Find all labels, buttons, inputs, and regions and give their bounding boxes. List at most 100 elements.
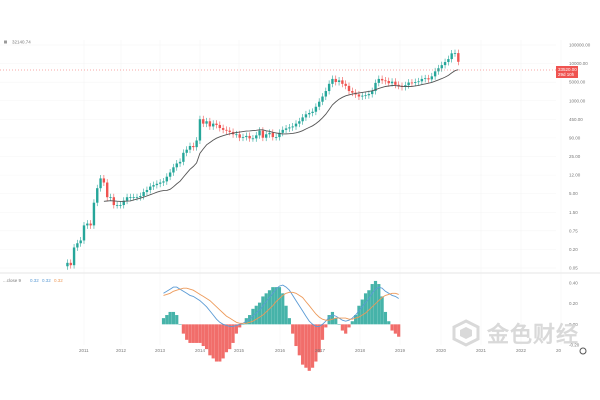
candle xyxy=(205,121,208,124)
histogram-bar xyxy=(218,324,222,362)
histogram-bar xyxy=(363,293,368,325)
candle xyxy=(414,82,417,83)
price-tag: 33520.00 29d 10h xyxy=(556,66,578,78)
histogram-bar xyxy=(377,284,381,325)
candle xyxy=(135,197,139,199)
histogram-bar xyxy=(201,324,205,347)
candle xyxy=(367,94,371,96)
candle xyxy=(245,135,248,138)
histogram-bar xyxy=(387,321,391,325)
candle xyxy=(271,132,275,138)
candle xyxy=(417,81,420,83)
candle xyxy=(327,83,331,92)
histogram-bar xyxy=(320,324,325,340)
histogram-bar xyxy=(178,324,182,325)
candle xyxy=(192,146,195,148)
candle xyxy=(225,129,228,131)
candle xyxy=(380,78,384,81)
candle xyxy=(384,80,387,82)
candle xyxy=(331,78,334,84)
candle xyxy=(72,247,76,266)
histogram-bar xyxy=(334,318,338,325)
candle xyxy=(208,121,212,127)
candle xyxy=(198,119,202,141)
histogram-bar xyxy=(337,324,341,325)
candle xyxy=(66,262,69,267)
histogram-bar xyxy=(357,305,361,325)
candle xyxy=(450,53,453,60)
candle xyxy=(149,186,152,190)
histogram-bar xyxy=(208,324,212,356)
time-axis-label: 2014 xyxy=(195,348,206,353)
candle xyxy=(294,123,298,127)
settings-icon[interactable] xyxy=(579,347,587,355)
candle xyxy=(281,129,284,133)
candle xyxy=(351,91,354,93)
signal-line xyxy=(163,287,399,324)
histogram-bar xyxy=(254,305,258,325)
indicator-legend: ...close 9 0.32 0.32 0.32 xyxy=(3,278,63,283)
histogram-bar xyxy=(261,296,265,325)
indicator-value-3: 0.32 xyxy=(54,278,63,283)
candle xyxy=(105,182,109,198)
candle xyxy=(215,123,218,125)
histogram-bar xyxy=(327,315,331,325)
indicator-value-1: 0.32 xyxy=(30,278,39,283)
candle xyxy=(182,152,185,162)
candle xyxy=(274,137,278,138)
histogram-bar xyxy=(304,324,308,368)
histogram-bar xyxy=(188,324,192,343)
indicator-axis-label: 0.00 xyxy=(569,322,578,327)
candle xyxy=(152,185,155,187)
price-axis: 100000.00 10000.00 5000.00 1000.00 450.00 90.… xyxy=(569,43,591,271)
watermark-logo-icon xyxy=(451,318,481,348)
candle xyxy=(308,112,311,115)
time-axis-label: 2016 xyxy=(275,348,286,353)
candle xyxy=(311,111,314,113)
candle xyxy=(453,53,457,54)
time-axis: 2011 2012 2013 2014 2015 2016 2017 2018 2019 2020… xyxy=(79,348,562,353)
candle xyxy=(324,91,328,97)
histogram-bar xyxy=(294,324,298,347)
candle xyxy=(185,149,188,153)
histogram-bar xyxy=(277,287,282,325)
histogram-bar xyxy=(181,324,185,334)
price-axis-label: 10000.00 xyxy=(569,61,588,66)
candle xyxy=(404,85,407,88)
candle xyxy=(457,53,460,62)
candle xyxy=(139,196,142,198)
candle xyxy=(92,202,96,226)
histogram-bar xyxy=(360,299,364,325)
candle xyxy=(423,78,427,80)
candle xyxy=(361,95,364,97)
candle xyxy=(218,124,222,129)
candle xyxy=(221,128,225,130)
candle xyxy=(155,183,159,186)
candle xyxy=(314,106,318,112)
candle xyxy=(430,76,434,80)
candle xyxy=(195,140,198,148)
histogram-bar xyxy=(307,324,311,371)
candle xyxy=(304,114,308,118)
candle xyxy=(394,81,397,85)
histogram-bar xyxy=(354,315,358,325)
time-axis-label: 2011 xyxy=(79,348,89,353)
histogram-bar xyxy=(347,324,351,328)
watermark-text: 金色财经 xyxy=(487,322,580,347)
histogram-bar xyxy=(284,305,288,325)
candle xyxy=(440,65,443,69)
histogram-bar xyxy=(257,302,262,325)
indicator-panel xyxy=(161,280,401,371)
histogram-bar xyxy=(317,324,321,353)
time-axis-label: 2018 xyxy=(355,348,366,353)
candle xyxy=(142,192,145,197)
candle xyxy=(264,134,268,138)
candle xyxy=(129,197,132,199)
candle xyxy=(390,81,394,84)
indicator-legend-label: ...close 9 xyxy=(3,278,22,283)
histogram-bar xyxy=(195,324,199,343)
time-axis-label: 2013 xyxy=(155,348,166,353)
histogram-bar xyxy=(383,311,388,325)
candle xyxy=(387,81,390,84)
